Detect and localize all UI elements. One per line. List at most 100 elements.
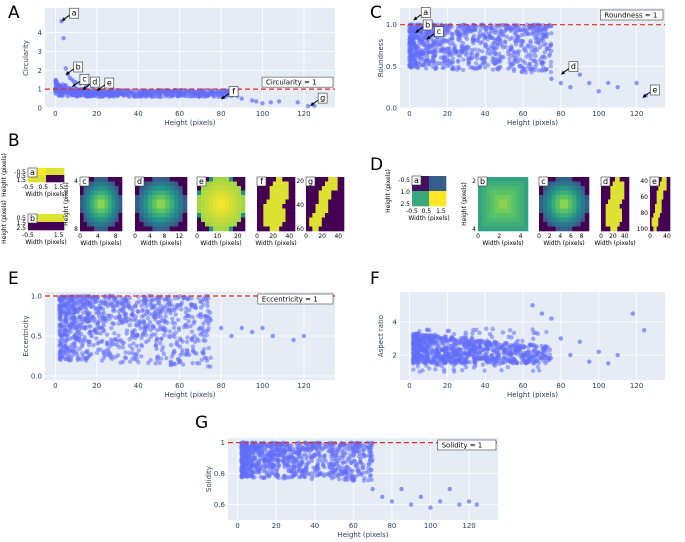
data-point (478, 27, 483, 32)
image-pixel (97, 217, 102, 223)
image-pixel (101, 217, 105, 223)
data-point (500, 45, 506, 50)
data-point (641, 327, 647, 333)
data-point (79, 357, 84, 362)
data-point (452, 359, 458, 364)
data-point (208, 355, 213, 360)
data-point (72, 306, 77, 312)
image-pixel (108, 217, 112, 223)
data-point (360, 465, 365, 470)
data-point (153, 361, 158, 366)
x-tick-label: 0 (235, 522, 239, 530)
image-pixel (101, 213, 105, 218)
data-point (88, 329, 93, 334)
data-point (302, 471, 307, 476)
image-pixel (87, 195, 91, 200)
data-point (200, 302, 206, 308)
data-point (144, 311, 149, 316)
image-pixel (104, 208, 109, 214)
image-pixel (97, 177, 102, 182)
data-point (472, 350, 477, 355)
data-point (337, 442, 343, 448)
data-point (279, 447, 285, 453)
data-point (360, 470, 365, 476)
data-point (495, 60, 501, 65)
image-pixel (87, 186, 91, 191)
data-point (310, 474, 315, 479)
data-point (166, 307, 171, 312)
x-tick-label: 80 (217, 110, 226, 118)
data-point (450, 56, 456, 61)
data-point (548, 48, 554, 54)
data-point (543, 41, 548, 47)
image-pixel (87, 208, 91, 214)
data-point (548, 59, 554, 65)
data-point (366, 461, 371, 467)
image-pixel (61, 228, 65, 231)
data-point (505, 364, 511, 370)
y-tick-label: 0.6 (214, 501, 226, 509)
data-point (307, 460, 312, 465)
data-point (539, 68, 545, 73)
data-point (483, 326, 489, 332)
image-pixel (87, 204, 91, 209)
data-point (504, 34, 509, 39)
data-point (428, 505, 433, 510)
data-point (183, 310, 189, 315)
data-point (82, 334, 87, 340)
data-point (141, 89, 147, 94)
data-point (483, 55, 488, 60)
image-pixel (90, 195, 95, 200)
data-point (524, 28, 530, 33)
data-point (412, 35, 417, 40)
image-pixel (111, 199, 116, 205)
data-point (327, 465, 332, 470)
data-point (539, 54, 545, 60)
data-point (100, 317, 106, 322)
data-point (498, 38, 503, 43)
data-point (249, 455, 254, 461)
data-point (249, 98, 255, 103)
data-point (447, 46, 453, 51)
data-point (114, 338, 119, 343)
image-pixel (40, 228, 44, 231)
image-pixel (97, 226, 102, 232)
data-point (366, 478, 371, 483)
image-pixel (111, 204, 116, 209)
data-point (295, 100, 300, 105)
data-point (104, 91, 110, 96)
data-point (522, 67, 527, 73)
data-point (314, 445, 319, 451)
data-point (93, 306, 99, 311)
data-point (509, 61, 515, 67)
data-point (152, 314, 157, 320)
image-pixel (83, 204, 88, 209)
data-point (615, 352, 620, 358)
annotation-box (79, 73, 90, 85)
data-point (216, 94, 221, 99)
data-point (113, 355, 118, 360)
data-point (507, 328, 513, 333)
image-pixel (101, 177, 105, 182)
image-pixel (80, 186, 84, 191)
data-point (123, 350, 128, 355)
image-pixel (87, 190, 91, 196)
data-point (239, 325, 244, 331)
data-point (127, 295, 132, 300)
y-axis-label: Circularity (22, 40, 30, 76)
annotation-box (420, 7, 431, 18)
data-point (192, 333, 197, 339)
data-point (529, 354, 535, 360)
data-point (88, 318, 94, 323)
data-point (606, 80, 611, 86)
x-tick-label: 40 (134, 110, 143, 118)
data-point (85, 338, 90, 344)
data-point (424, 57, 429, 62)
data-point (399, 486, 404, 492)
data-point (530, 23, 536, 28)
annotation-label: f (232, 87, 235, 96)
data-point (197, 94, 202, 99)
data-point (459, 45, 465, 50)
